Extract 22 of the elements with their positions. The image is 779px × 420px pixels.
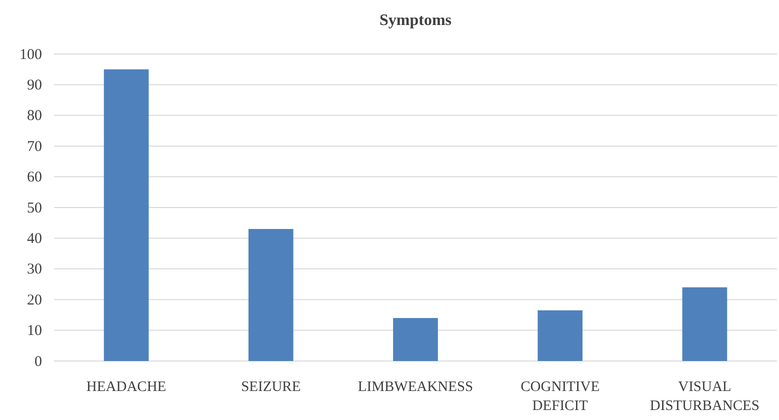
x-tick-label: HEADACHE	[86, 379, 166, 395]
x-tick-label: LIMBWEAKNESS	[358, 379, 474, 395]
x-tick-label: VISUAL DISTURBANCES	[650, 379, 760, 414]
y-tick-label: 90	[27, 78, 42, 94]
y-tick-label: 0	[34, 354, 42, 370]
y-tick-label: 30	[27, 262, 42, 278]
bar	[248, 228, 294, 361]
chart-title: Symptoms	[379, 12, 452, 29]
y-tick-label: 10	[27, 323, 42, 340]
y-tick-label: 100	[20, 46, 42, 63]
y-tick-label: 40	[27, 231, 42, 247]
bar	[682, 287, 728, 361]
bar	[393, 318, 438, 361]
y-tick-label: 60	[27, 170, 42, 186]
bar	[538, 310, 583, 361]
y-tick-label: 80	[27, 108, 42, 124]
x-tick-label: COGNITIVE DEFICIT	[520, 379, 600, 414]
y-tick-label: 50	[27, 200, 42, 216]
x-tick-label: SEIZURE	[241, 379, 301, 395]
bar	[104, 69, 149, 361]
y-tick-label: 20	[27, 292, 42, 308]
y-tick-label: 70	[27, 138, 42, 155]
